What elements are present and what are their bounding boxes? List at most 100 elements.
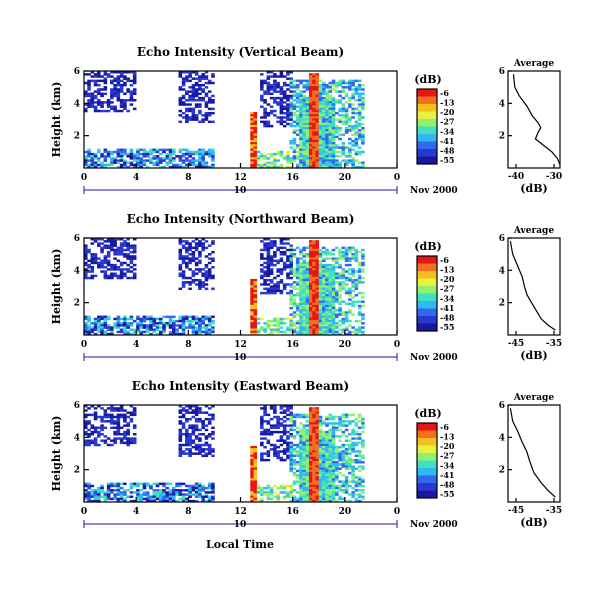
heatmap-cell: [331, 266, 336, 269]
heatmap-cell: [253, 309, 258, 312]
heatmap-cell: [302, 137, 307, 141]
heatmap-cell: [344, 263, 349, 267]
heatmap-cell: [322, 142, 326, 145]
heatmap-cell: [357, 281, 362, 284]
heatmap-cell: [84, 424, 88, 427]
heatmap-cell: [295, 313, 300, 316]
heatmap-cell: [100, 152, 104, 156]
heatmap-cell: [260, 79, 264, 83]
heatmap-cell: [299, 157, 303, 160]
heatmap-cell: [299, 465, 303, 468]
heatmap-cell: [354, 92, 359, 96]
heatmap-cell: [305, 309, 310, 312]
heatmap-cell: [253, 129, 258, 132]
heatmap-cell: [110, 90, 114, 93]
heatmap-cell: [185, 92, 189, 96]
heatmap-cell: [341, 150, 346, 154]
heatmap-cell: [263, 437, 267, 440]
heatmap-cell: [126, 332, 130, 336]
heatmap-cell: [113, 107, 117, 111]
heatmap-cell: [266, 261, 271, 265]
heatmap-cell: [328, 257, 333, 260]
heatmap-cell: [325, 268, 329, 271]
heatmap-cell: [302, 261, 307, 265]
heatmap-cell: [315, 315, 320, 319]
heatmap-cell: [341, 283, 346, 286]
heatmap-cell: [325, 467, 329, 470]
heatmap-cell: [312, 120, 316, 124]
heatmap-cell: [289, 246, 293, 250]
heatmap-cell: [305, 86, 310, 89]
heatmap-cell: [194, 81, 199, 85]
heatmap-cell: [126, 330, 130, 334]
heatmap-cell: [90, 163, 95, 167]
heatmap-cell: [149, 315, 153, 319]
heatmap-cell: [204, 105, 209, 108]
heatmap-cell: [292, 248, 297, 252]
heatmap-cell: [113, 88, 117, 91]
heatmap-cell: [253, 482, 258, 486]
heatmap-cell: [211, 152, 215, 156]
heatmap-cell: [289, 319, 293, 323]
heatmap-cell: [315, 319, 320, 323]
heatmap-cell: [322, 257, 326, 260]
heatmap-cell: [354, 450, 359, 453]
heatmap-cell: [302, 328, 307, 331]
heatmap-cell: [305, 428, 310, 432]
heatmap-cell: [338, 294, 342, 297]
heatmap-cell: [207, 150, 212, 154]
heatmap-cell: [129, 486, 134, 490]
heatmap-cell: [328, 120, 333, 124]
heatmap-cell: [116, 317, 121, 321]
heatmap-cell: [331, 469, 336, 473]
heatmap-cell: [328, 86, 333, 89]
heatmap-cell: [136, 317, 140, 321]
heatmap-cell: [328, 296, 333, 299]
heatmap-cell: [299, 263, 303, 267]
heatmap-cell: [276, 439, 280, 442]
heatmap-cell: [191, 118, 196, 121]
heatmap-cell: [308, 268, 313, 271]
heatmap-cell: [295, 96, 300, 100]
heatmap-cell: [250, 165, 254, 169]
heatmap-cell: [253, 497, 258, 501]
heatmap-cell: [273, 101, 277, 104]
heatmap-cell: [273, 407, 277, 410]
heatmap-cell: [315, 120, 320, 124]
heatmap-cell: [354, 86, 359, 89]
heatmap-cell: [106, 493, 111, 496]
heatmap-cell: [100, 428, 104, 432]
heatmap-cell: [198, 86, 202, 89]
colorbar-tick-label: -34: [440, 126, 455, 136]
heatmap-cell: [126, 411, 130, 414]
heatmap-cell: [328, 155, 333, 158]
heatmap-cell: [201, 283, 205, 286]
heatmap-cell: [325, 476, 329, 479]
heatmap-cell: [194, 246, 199, 250]
heatmap-cell: [286, 484, 290, 488]
heatmap-cell: [103, 165, 108, 169]
heatmap-cell: [351, 111, 355, 115]
heatmap-cell: [106, 75, 111, 78]
heatmap-cell: [194, 482, 199, 486]
y-axis-label: Height (km): [50, 82, 63, 158]
heatmap-cell: [87, 79, 91, 83]
heatmap-cell: [315, 476, 320, 479]
heatmap-cell: [106, 155, 111, 158]
heatmap-cell: [132, 79, 137, 83]
heatmap-cell: [191, 328, 196, 331]
heatmap-cell: [325, 499, 329, 503]
heatmap-cell: [308, 276, 313, 280]
heatmap-cell: [116, 276, 121, 280]
heatmap-cell: [289, 294, 293, 297]
heatmap-cell: [318, 120, 323, 124]
heatmap-cell: [188, 405, 192, 408]
heatmap-cell: [331, 491, 336, 494]
heatmap-cell: [204, 116, 209, 119]
heatmap-cell: [129, 315, 134, 319]
heatmap-cell: [198, 283, 202, 286]
heatmap-cell: [344, 131, 349, 134]
heatmap-cell: [348, 422, 352, 425]
day-label: 10: [234, 520, 247, 530]
heatmap-cell: [113, 430, 117, 434]
